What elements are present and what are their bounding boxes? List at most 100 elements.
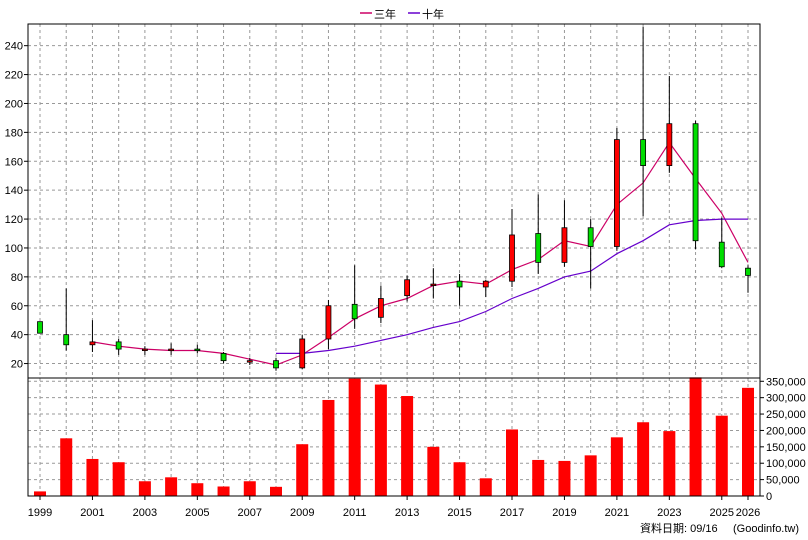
candle-2017 [509, 208, 515, 287]
data-date-label: 資料日期: 09/16 [640, 521, 718, 535]
candle-body [89, 341, 96, 346]
candle-body [246, 360, 253, 363]
ma-line-three-year [92, 141, 749, 366]
volume-bar-2003 [138, 481, 151, 496]
candle-body [194, 348, 201, 352]
price-tick-label: 240 [5, 41, 23, 53]
year-tick-label: 2013 [395, 507, 419, 519]
volume-tick-label: 150,000 [766, 442, 806, 454]
volume-bar-2001 [86, 458, 99, 496]
legend-item-three-year: 三年 [360, 7, 396, 21]
price-tick-label: 120 [5, 214, 23, 226]
candle-2004 [168, 343, 175, 355]
year-tick-label: 2001 [80, 507, 104, 519]
price-tick-label: 100 [5, 243, 23, 255]
year-tick-label: 2011 [343, 507, 367, 519]
ma-line-ten-year [276, 218, 748, 354]
candle-2012 [377, 285, 384, 324]
volume-bar-2025 [715, 415, 728, 496]
candle-2016 [482, 279, 489, 298]
candle-body [587, 227, 594, 247]
candle-2024 [692, 120, 699, 250]
candle-body [430, 283, 437, 286]
legend-label: 十年 [422, 7, 444, 21]
candle-body [718, 241, 725, 268]
price-tick-label: 80 [11, 272, 23, 284]
year-tick-label: 1999 [28, 507, 52, 519]
price-tick-label: 60 [11, 301, 23, 313]
volume-bar-2010 [322, 399, 335, 496]
candle-2010 [325, 299, 332, 350]
volume-tick-label: 100,000 [766, 458, 806, 470]
volume-bar-2005 [191, 483, 204, 496]
candle-2018 [535, 194, 542, 274]
volume-tick-label: 350,000 [766, 376, 806, 388]
year-tick-label: 2019 [552, 507, 576, 519]
volume-bar-2008 [270, 486, 282, 496]
year-tick-label: 2007 [238, 507, 262, 519]
volume-bar-2014 [427, 446, 440, 496]
price-tick-label: 180 [5, 127, 23, 139]
year-tick-label: 2003 [133, 507, 157, 519]
volume-panel-frame [27, 377, 761, 497]
volume-bar-2009 [296, 444, 309, 496]
candle-2019 [561, 200, 568, 267]
volume-bar-2018 [532, 459, 545, 496]
volume-bar-2021 [610, 437, 623, 496]
year-axis: 1999 2001 2003 2005 2007 2009 2011 2013 2015 2017… [28, 496, 760, 519]
candle-2013 [404, 275, 411, 302]
legend-item-ten-year: 十年 [408, 7, 444, 21]
candle-body [482, 280, 489, 288]
year-tick-label: 2026 [736, 507, 760, 519]
candle-body [404, 279, 411, 297]
candle-body [640, 139, 647, 167]
candle-2014 [430, 268, 437, 299]
candle-2023 [666, 76, 673, 173]
volume-bar-2022 [637, 422, 650, 496]
candle-2008 [273, 357, 279, 371]
price-tick-label: 40 [11, 330, 23, 342]
year-tick-label: 2005 [185, 507, 209, 519]
volume-bar-2024 [689, 377, 702, 496]
candle-body [666, 123, 673, 167]
price-tick-label: 20 [11, 359, 23, 371]
candle-2022 [640, 26, 647, 217]
candle-body [168, 348, 175, 352]
candle-body [273, 360, 279, 369]
volume-bar-2007 [243, 481, 256, 496]
candle-2021 [613, 128, 620, 251]
price-tick-label: 200 [5, 98, 23, 110]
candle-body [509, 234, 515, 282]
candle-2011 [351, 265, 358, 329]
volume-bar-2023 [663, 431, 676, 496]
legend: 三年 十年 [360, 7, 444, 21]
volume-bar-2020 [584, 455, 597, 496]
volume-tick-label: 300,000 [766, 393, 806, 405]
volume-bars [34, 377, 754, 496]
volume-tick-label: 0 [766, 491, 772, 503]
candle-2003 [141, 346, 148, 355]
price-tick-label: 140 [5, 185, 23, 197]
candle-body [37, 321, 43, 334]
candle-body [377, 298, 384, 318]
year-tick-label: 2009 [290, 507, 314, 519]
price-tick-label: 220 [5, 70, 23, 82]
candle-2006 [220, 351, 227, 364]
candle-2009 [299, 334, 306, 370]
candle-body [325, 305, 332, 340]
volume-tick-label: 250,000 [766, 409, 806, 421]
candle-body [692, 123, 699, 242]
candlesticks [37, 26, 751, 371]
volume-bar-2000 [60, 438, 73, 496]
candle-body [220, 353, 227, 362]
volume-bar-2011 [348, 378, 361, 496]
candle-body [745, 267, 751, 276]
data-source-label: (Goodinfo.tw) [733, 523, 799, 535]
candle-body [141, 348, 148, 352]
volume-bar-2006 [217, 486, 230, 496]
price-tick-label: 160 [5, 156, 23, 168]
candle-2001 [89, 320, 96, 352]
price-axis: 20 40 60 80 100 120 140 160 180 200 220 240 [5, 41, 28, 371]
candle-body [456, 280, 463, 288]
